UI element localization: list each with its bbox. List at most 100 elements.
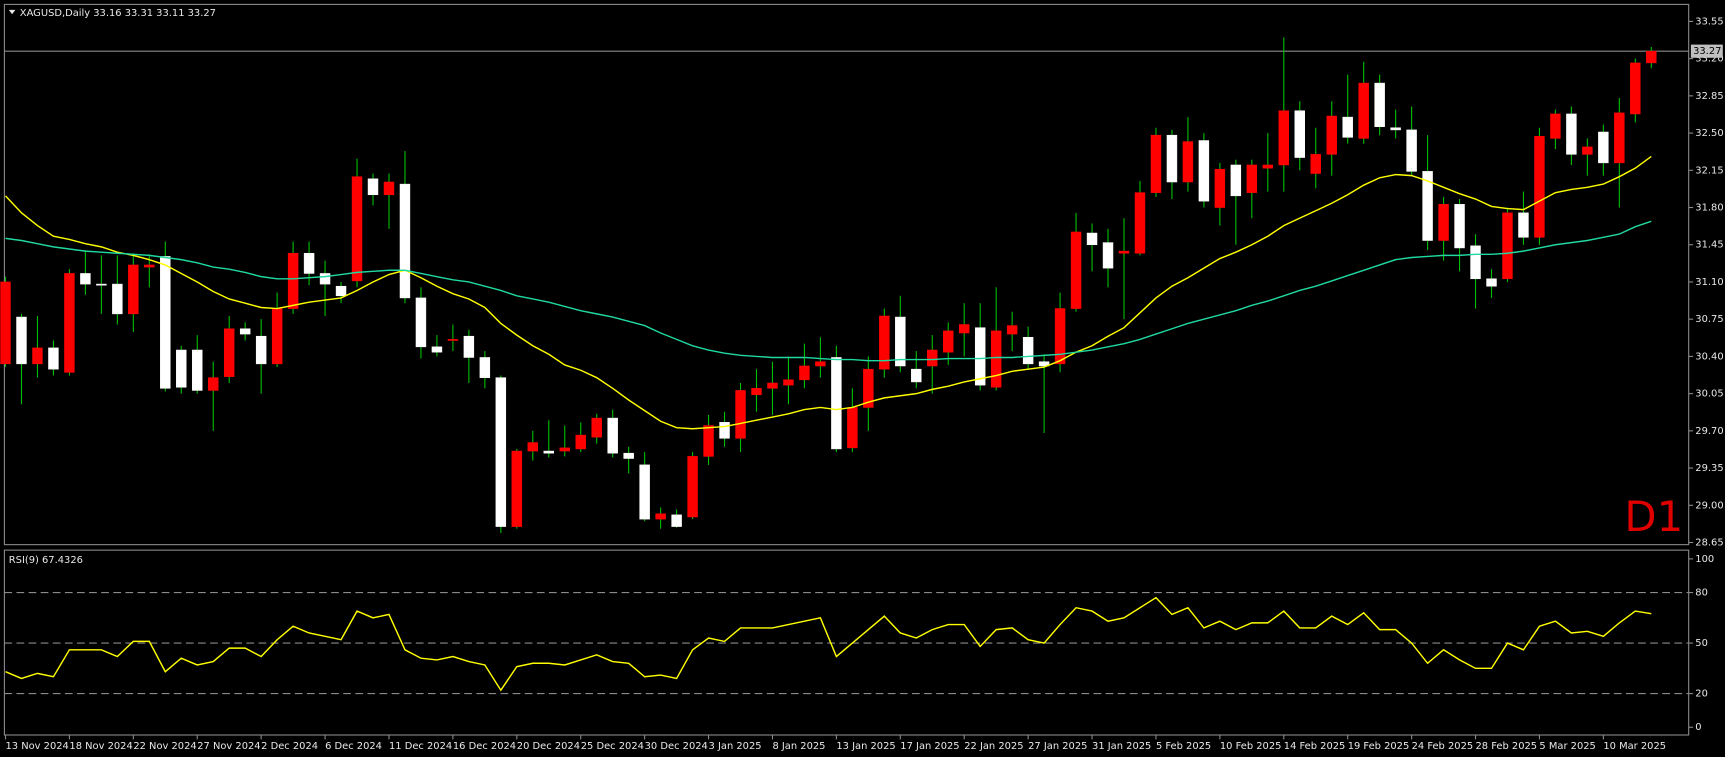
candle-body	[1262, 164, 1274, 169]
x-tick-label: 27 Jan 2025	[1028, 741, 1087, 752]
candle-body	[1566, 113, 1577, 155]
x-tick-label: 8 Jan 2025	[772, 741, 825, 752]
candle-body	[1486, 278, 1497, 287]
y-tick-label: 50	[1695, 638, 1708, 649]
x-tick-label: 13 Nov 2024	[6, 741, 69, 752]
candle-body	[1582, 146, 1593, 155]
x-tick-label: 11 Dec 2024	[389, 741, 452, 752]
candle-body	[607, 417, 618, 454]
y-tick-label: 80	[1695, 588, 1708, 599]
candle-body	[1454, 204, 1465, 249]
y-tick-label: 31.80	[1695, 203, 1723, 214]
candle-body	[831, 357, 842, 450]
x-tick-label: 22 Jan 2025	[964, 741, 1023, 752]
y-tick-label: 32.85	[1695, 91, 1723, 102]
candle-body	[911, 368, 922, 383]
candle-body	[783, 379, 794, 386]
candle-body	[1518, 212, 1529, 238]
candle-body	[287, 252, 299, 309]
candle-body	[655, 513, 666, 520]
candle-body	[1102, 242, 1114, 269]
x-tick-label: 16 Dec 2024	[453, 741, 516, 752]
candle-body	[495, 377, 507, 527]
candle-body	[847, 407, 858, 449]
candle-body	[1198, 140, 1210, 202]
candle-body	[751, 388, 762, 395]
y-tick-label: 33.55	[1695, 16, 1723, 27]
candle-body	[943, 330, 954, 353]
price-panel	[3, 3, 1690, 546]
candle-body	[895, 316, 906, 367]
candle-body	[1294, 110, 1305, 158]
candle-body	[176, 349, 187, 388]
candle-body	[687, 456, 698, 518]
candle-body	[1438, 204, 1449, 241]
candle-body	[879, 315, 890, 370]
candle-body	[735, 390, 746, 439]
candle-body	[64, 273, 75, 373]
candle-body	[1006, 325, 1018, 335]
candle-body	[1374, 82, 1385, 127]
candle-body	[1022, 336, 1034, 365]
candle-body	[511, 450, 523, 527]
x-tick-label: 10 Mar 2025	[1603, 741, 1666, 752]
x-tick-label: 20 Dec 2024	[517, 741, 580, 752]
candle-body	[1134, 192, 1146, 254]
x-tick-label: 31 Jan 2025	[1092, 741, 1151, 752]
candle-body	[303, 252, 315, 274]
candle-body	[192, 349, 203, 391]
candle-body	[16, 316, 27, 365]
x-tick-label: 28 Feb 2025	[1476, 741, 1538, 752]
x-tick-label: 5 Mar 2025	[1539, 741, 1595, 752]
candle-body	[1358, 82, 1369, 139]
candle-body	[703, 425, 714, 457]
y-tick-label: 33.20	[1695, 54, 1723, 65]
y-tick-label: 20	[1695, 689, 1708, 700]
y-tick-label: 32.15	[1695, 165, 1723, 176]
y-tick-label: 30.40	[1695, 351, 1723, 362]
candle-body	[128, 264, 139, 315]
candle-body	[575, 434, 586, 450]
candle-body	[1166, 134, 1178, 183]
candle-body	[207, 377, 219, 391]
x-tick-label: 19 Feb 2025	[1348, 741, 1410, 752]
candle-body	[990, 330, 1002, 388]
candle-body	[767, 382, 778, 389]
candle-body	[1310, 154, 1321, 174]
candle-body	[80, 273, 91, 285]
y-tick-label: 30.05	[1695, 389, 1723, 400]
candle-body	[1230, 164, 1242, 197]
candle-body	[351, 176, 363, 282]
rsi-title: RSI(9) 67.4326	[9, 555, 83, 566]
candle-body	[591, 417, 602, 438]
candle-body	[431, 346, 443, 353]
candle-body	[815, 361, 826, 367]
menu-arrow[interactable]	[8, 9, 16, 15]
candle-body	[112, 283, 123, 315]
candle-body	[255, 335, 267, 365]
candle-body	[527, 442, 539, 452]
candle-body	[271, 308, 283, 365]
x-tick-label: 22 Nov 2024	[133, 741, 196, 752]
candle-body	[927, 349, 938, 367]
x-tick-label: 3 Jan 2025	[709, 741, 762, 752]
candle-body	[671, 514, 682, 527]
candle-body	[1390, 127, 1401, 131]
x-tick-label: 5 Feb 2025	[1156, 741, 1211, 752]
candle-body	[1246, 164, 1258, 193]
x-tick-label: 24 Feb 2025	[1412, 741, 1474, 752]
candle-body	[1550, 113, 1561, 139]
candle-body	[559, 447, 570, 452]
last-price-label: 33.27	[1693, 46, 1721, 57]
y-tick-label: 29.70	[1695, 426, 1723, 437]
x-tick-label: 6 Dec 2024	[325, 741, 382, 752]
candle-body	[383, 181, 395, 196]
x-tick-label: 17 Jan 2025	[900, 741, 959, 752]
x-tick-label: 25 Dec 2024	[581, 741, 644, 752]
y-tick-label: 31.10	[1695, 277, 1723, 288]
candle-body	[48, 347, 59, 370]
candle-body	[144, 264, 155, 268]
candle-body	[367, 178, 379, 196]
